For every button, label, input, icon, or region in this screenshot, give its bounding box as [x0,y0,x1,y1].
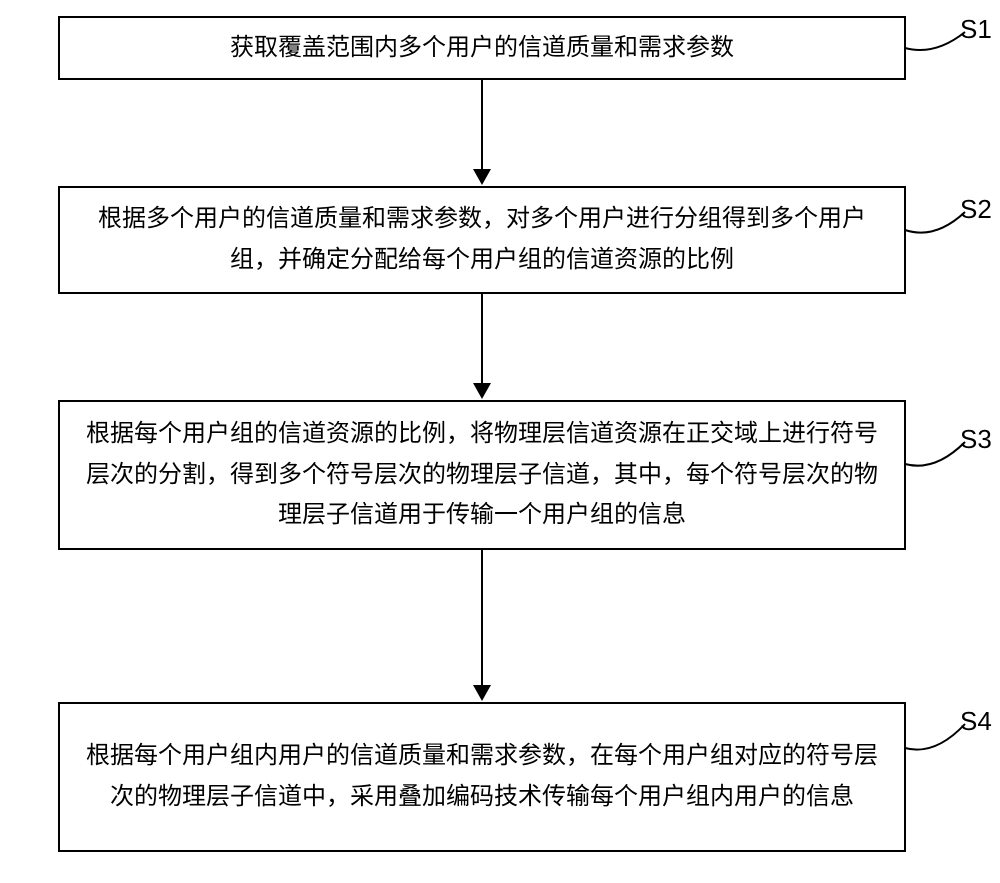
step-box-s4: 根据每个用户组内用户的信道质量和需求参数，在每个用户组对应的符号层次的物理层子信… [58,702,906,852]
step-box-s2: 根据多个用户的信道质量和需求参数，对多个用户进行分组得到多个用户组，并确定分配给… [58,186,906,294]
flow-arrow [473,294,491,399]
arrow-line [481,80,483,170]
arrow-head-icon [473,383,491,399]
flow-arrow [473,80,491,185]
arrow-head-icon [473,685,491,701]
step-label-s3: S3 [960,424,992,455]
arrow-line [481,294,483,384]
step-box-s3: 根据每个用户组的信道资源的比例，将物理层信道资源在正交域上进行符号层次的分割，得… [58,400,906,550]
flow-arrow [473,550,491,701]
step-box-s1: 获取覆盖范围内多个用户的信道质量和需求参数 [58,16,906,80]
step-text: 根据每个用户组内用户的信道质量和需求参数，在每个用户组对应的符号层次的物理层子信… [80,736,884,818]
arrow-head-icon [473,169,491,185]
step-text: 根据每个用户组的信道资源的比例，将物理层信道资源在正交域上进行符号层次的分割，得… [80,414,884,536]
step-label-s2: S2 [960,194,992,225]
arrow-line [481,550,483,686]
step-label-s4: S4 [960,706,992,737]
step-text: 获取覆盖范围内多个用户的信道质量和需求参数 [230,28,734,69]
step-text: 根据多个用户的信道质量和需求参数，对多个用户进行分组得到多个用户组，并确定分配给… [80,199,884,281]
step-label-s1: S1 [960,14,992,45]
